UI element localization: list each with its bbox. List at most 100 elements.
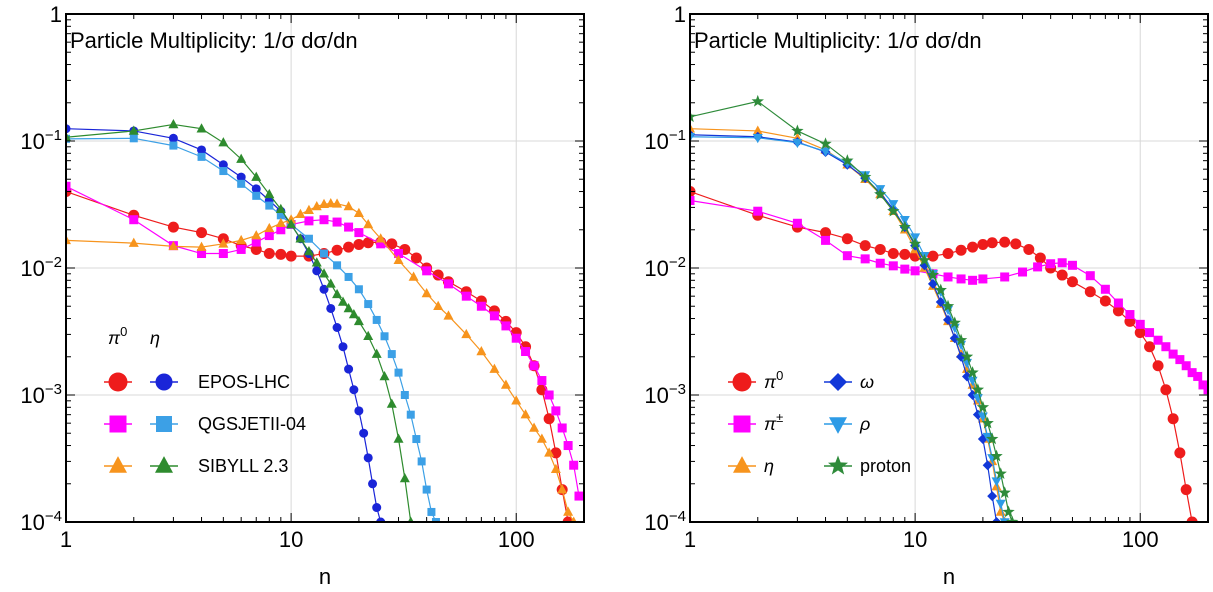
data-point bbox=[169, 141, 178, 150]
series-line bbox=[66, 185, 580, 497]
y-tick-label: 10−4 bbox=[20, 508, 62, 535]
data-point bbox=[1153, 335, 1163, 345]
right-legend: π0 ω π± ρ η proton bbox=[728, 368, 911, 476]
data-point bbox=[986, 237, 998, 249]
data-point bbox=[934, 283, 947, 296]
data-point bbox=[251, 230, 262, 240]
left-grid bbox=[66, 14, 584, 522]
data-point bbox=[1023, 243, 1035, 255]
data-point bbox=[690, 133, 695, 143]
data-point bbox=[344, 272, 353, 281]
data-point bbox=[968, 275, 978, 285]
data-point bbox=[372, 315, 381, 324]
legend-sample-epos-lhc bbox=[150, 373, 178, 391]
data-point bbox=[563, 506, 574, 516]
data-point bbox=[752, 134, 763, 144]
y-tick-label: 10−3 bbox=[20, 381, 62, 408]
data-point bbox=[168, 118, 179, 129]
data-point bbox=[690, 123, 695, 133]
data-point bbox=[218, 160, 228, 170]
legend-marker bbox=[155, 373, 173, 391]
data-point bbox=[489, 311, 499, 321]
data-point bbox=[400, 391, 409, 399]
data-point bbox=[977, 239, 989, 251]
data-point bbox=[1125, 310, 1135, 320]
y-tick-label: 10−1 bbox=[644, 127, 686, 154]
legend-sample-series bbox=[824, 373, 852, 391]
data-point bbox=[842, 251, 852, 261]
data-point bbox=[972, 409, 983, 420]
data-point bbox=[1066, 276, 1078, 288]
data-point bbox=[275, 203, 286, 214]
data-point bbox=[421, 287, 432, 298]
series-line bbox=[690, 100, 1013, 522]
right-series-layer bbox=[690, 94, 1208, 522]
legend-sample-0 bbox=[728, 372, 756, 392]
legend-sample-series bbox=[728, 456, 756, 473]
data-point bbox=[303, 204, 314, 214]
data-point bbox=[1180, 484, 1192, 496]
y-tick-label: 10−1 bbox=[20, 127, 62, 154]
data-point bbox=[1100, 284, 1110, 294]
left-series-layer bbox=[66, 118, 584, 522]
data-point bbox=[236, 153, 247, 163]
data-point bbox=[909, 250, 921, 262]
data-point bbox=[489, 363, 500, 373]
data-point bbox=[386, 238, 398, 250]
data-point bbox=[1198, 380, 1208, 390]
data-point bbox=[251, 184, 261, 194]
data-point bbox=[303, 245, 314, 256]
data-point bbox=[976, 400, 990, 413]
legend-label-qgsjetii-04: QGSJETII-04 bbox=[198, 414, 306, 434]
data-point bbox=[344, 364, 354, 374]
data-point bbox=[841, 233, 853, 245]
data-point bbox=[359, 428, 369, 438]
data-point bbox=[1152, 360, 1164, 372]
data-point bbox=[393, 254, 404, 265]
data-point bbox=[265, 201, 274, 210]
data-point bbox=[197, 152, 206, 161]
data-point bbox=[363, 219, 374, 229]
data-point bbox=[196, 241, 207, 251]
data-point bbox=[422, 266, 432, 276]
data-point bbox=[987, 491, 998, 502]
data-point bbox=[129, 215, 139, 225]
data-point bbox=[219, 167, 228, 176]
data-point bbox=[820, 227, 832, 239]
data-point bbox=[285, 250, 297, 262]
legend-marker bbox=[732, 372, 752, 392]
data-point bbox=[1002, 505, 1015, 518]
data-point bbox=[887, 204, 900, 217]
data-point bbox=[501, 321, 511, 331]
data-point bbox=[304, 234, 313, 243]
data-point bbox=[991, 517, 1002, 522]
data-point bbox=[319, 198, 330, 208]
data-point bbox=[887, 248, 899, 260]
data-point bbox=[236, 244, 246, 254]
data-point bbox=[557, 484, 568, 494]
legend-marker bbox=[733, 456, 751, 473]
data-point bbox=[955, 244, 967, 256]
data-point bbox=[376, 517, 386, 522]
legend-label-series: ω bbox=[860, 372, 874, 392]
data-point bbox=[981, 416, 994, 429]
data-point bbox=[1193, 371, 1203, 381]
series-0 bbox=[690, 186, 1198, 522]
data-point bbox=[275, 217, 286, 228]
data-point bbox=[948, 316, 961, 329]
data-point bbox=[1084, 286, 1096, 298]
legend-header-eta: η bbox=[150, 328, 160, 348]
legend-marker bbox=[155, 456, 173, 473]
data-point bbox=[461, 291, 471, 301]
data-point bbox=[320, 249, 329, 258]
data-point bbox=[251, 171, 262, 181]
data-point bbox=[338, 342, 348, 352]
data-point bbox=[348, 309, 359, 319]
data-point bbox=[319, 215, 329, 225]
data-point bbox=[380, 332, 389, 341]
data-point bbox=[252, 191, 261, 200]
data-point bbox=[1000, 272, 1010, 282]
data-point bbox=[325, 278, 336, 288]
series-line bbox=[690, 199, 1208, 391]
data-point bbox=[1144, 341, 1156, 353]
